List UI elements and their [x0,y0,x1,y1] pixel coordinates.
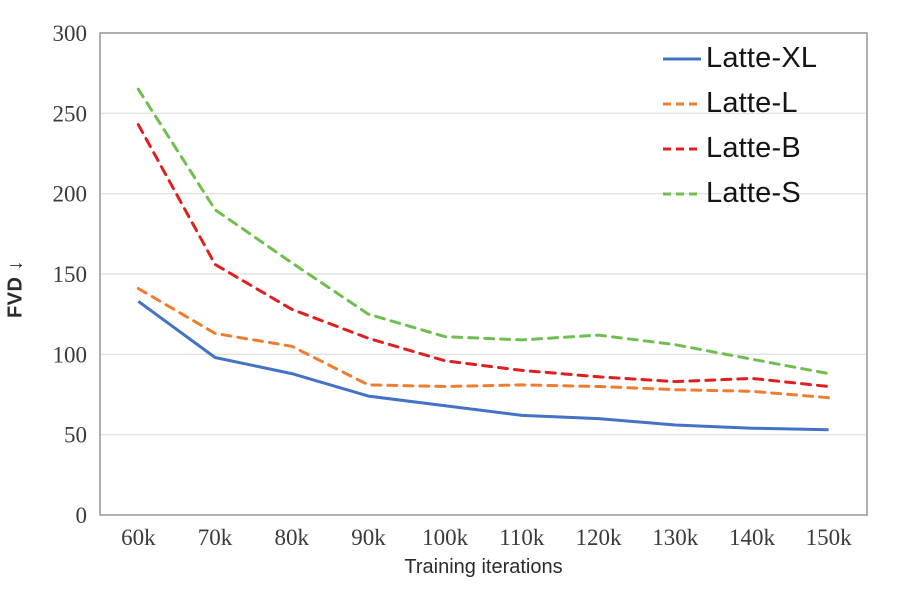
series-line-latte-b [136,123,831,388]
legend-line-sample-icon [662,56,702,62]
series-line-latte-l [136,287,831,400]
x-tick-label: 90k [351,525,386,550]
y-tick-label: 0 [76,503,88,528]
legend-line-sample-icon [662,101,702,107]
y-axis-title: FVD ↓ [4,259,27,319]
legend-item-latte-s: Latte-S [662,171,817,216]
y-tick-label: 300 [53,21,88,46]
x-tick-label: 140k [729,525,776,550]
series-line-latte-s [136,87,831,376]
x-tick-label: 100k [422,525,469,550]
legend-label: Latte-S [706,177,801,209]
x-tick-label: 60k [121,525,156,550]
y-tick-label: 100 [53,342,88,367]
legend-line-sample-icon [662,146,702,152]
y-tick-label: 150 [53,262,88,287]
legend-item-latte-xl: Latte-XL [662,36,817,81]
legend-label: Latte-XL [706,42,818,74]
y-tick-label: 200 [53,182,88,207]
x-axis-title: Training iterations [404,556,563,578]
legend-label: Latte-L [706,87,798,119]
legend-label: Latte-B [706,132,801,164]
plot-border [99,32,868,516]
legend-item-latte-b: Latte-B [662,126,817,171]
x-tick-label: 80k [275,525,310,550]
x-tick-label: 120k [576,525,623,550]
x-tick-label: 150k [806,525,853,550]
x-tick-label: 70k [198,525,233,550]
y-tick-label: 250 [53,101,88,126]
x-tick-label: 110k [499,525,545,550]
series-line-latte-xl [137,300,829,432]
legend-line-sample-icon [662,191,702,197]
legend: Latte-XL Latte-L Latte-B Latte-S [662,36,817,216]
legend-item-latte-l: Latte-L [662,81,817,126]
y-tick-label: 50 [64,423,87,448]
x-tick-label: 130k [652,525,699,550]
